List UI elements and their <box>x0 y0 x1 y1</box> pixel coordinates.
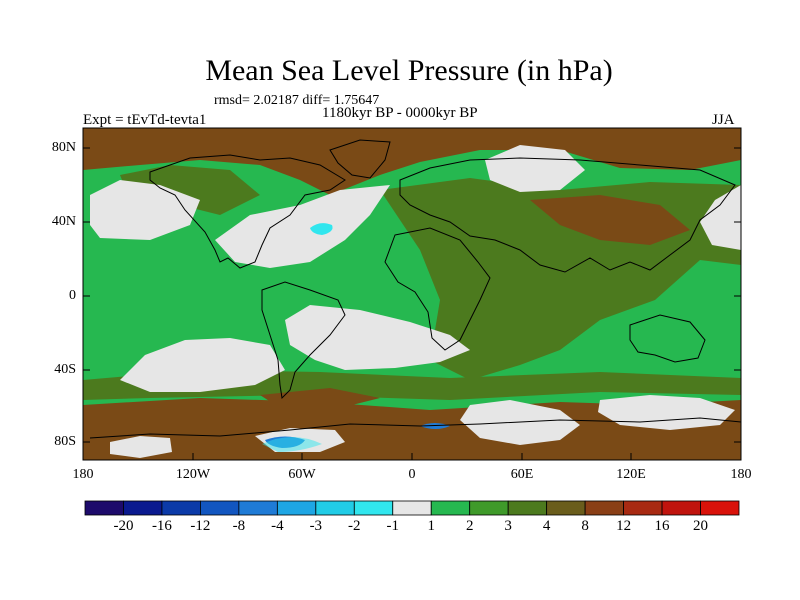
lat-tick-40s: 40S <box>54 362 76 377</box>
colorbar-label: 16 <box>654 518 670 534</box>
field-neutral-antarctic-w <box>110 436 172 458</box>
colorbar-swatch <box>123 500 163 516</box>
chart-title: Mean Sea Level Pressure (in hPa) <box>205 54 613 87</box>
colorbar-swatch <box>584 500 624 516</box>
colorbar-swatch <box>238 500 278 516</box>
colorbar-label: 12 <box>616 518 632 534</box>
colorbar-swatch <box>84 500 124 516</box>
field-cyan-atlantic <box>310 223 333 235</box>
colorbar-label: -4 <box>271 518 284 534</box>
colorbar-swatch <box>469 500 509 516</box>
field-cyan-ross <box>262 437 322 452</box>
colorbar-label: 20 <box>693 518 709 534</box>
colorbar-label: -1 <box>386 518 400 534</box>
field-brown-arctic <box>83 128 741 195</box>
lon-tick-180w: 180 <box>72 467 94 482</box>
field-neutral-spacific <box>120 338 285 392</box>
coast-australia <box>629 314 706 363</box>
colorbar-label: 3 <box>504 518 512 534</box>
colorbar-swatch <box>700 500 740 516</box>
field-brown-asia <box>530 195 690 245</box>
colorbar-swatch <box>161 500 201 516</box>
lon-tick-60w: 60W <box>288 467 316 482</box>
field-neutral-pacific <box>90 180 200 240</box>
colorbar-label: -20 <box>113 518 134 534</box>
field-brown-antarctic <box>83 398 741 460</box>
lon-tick-120w: 120W <box>175 467 211 482</box>
lon-tick-0: 0 <box>408 467 416 482</box>
colorbar <box>84 500 740 516</box>
colorbar-label: 4 <box>542 518 551 534</box>
colorbar-swatch <box>430 500 471 516</box>
season-label: JJA <box>712 112 735 128</box>
colorbar-swatch <box>507 500 548 516</box>
lat-tick-80s: 80S <box>54 434 76 449</box>
colorbar-label: -8 <box>232 518 246 534</box>
field-neutral-atlantic <box>215 185 390 268</box>
field-neutral-aus-south <box>598 395 735 430</box>
coast-north-america <box>149 154 346 269</box>
colorbar-label: -2 <box>348 518 361 534</box>
colorbar-swatch <box>661 500 701 516</box>
lon-tick-180e: 180 <box>730 467 752 482</box>
colorbar-label: 1 <box>427 518 435 534</box>
colorbar-swatch <box>276 500 317 516</box>
colorbar-swatch <box>353 500 394 516</box>
map-fill <box>83 128 741 460</box>
coastlines <box>89 139 741 439</box>
coast-greenland <box>329 139 391 179</box>
colorbar-label: 8 <box>581 518 589 534</box>
coast-antarctica <box>89 417 741 439</box>
colorbar-swatch <box>392 500 432 516</box>
lon-tick-120e: 120E <box>616 467 646 482</box>
lon-tick-60e: 60E <box>510 467 534 482</box>
period-text: 1180kyr BP - 0000kyr BP <box>322 105 478 121</box>
colorbar-label: 2 <box>465 518 474 534</box>
colorbar-label: -12 <box>190 518 211 534</box>
colorbar-swatch <box>200 500 240 516</box>
field-neutral-satlantic <box>285 305 470 370</box>
experiment-label: Expt = tEvTd-tevta1 <box>83 112 207 128</box>
axis-ticks <box>83 147 741 460</box>
coast-eurasia <box>399 157 736 273</box>
stats-text: rmsd= 2.02187 diff= 1.75647 <box>214 93 380 108</box>
lat-tick-80n: 80N <box>51 140 76 155</box>
colorbar-swatch <box>546 500 586 516</box>
colorbar-label: -16 <box>151 518 172 534</box>
field-brown-southatl <box>260 388 380 408</box>
lat-tick-0: 0 <box>69 288 76 303</box>
field-neutral-nwpacific <box>700 185 741 250</box>
lat-tick-40n: 40N <box>51 214 76 229</box>
coast-south-america <box>261 281 346 400</box>
coast-africa <box>384 227 491 351</box>
colorbar-swatch <box>315 500 355 516</box>
colorbar-swatch <box>623 500 663 516</box>
field-neutral-siberia <box>485 145 585 192</box>
colorbar-label: -3 <box>309 518 323 534</box>
